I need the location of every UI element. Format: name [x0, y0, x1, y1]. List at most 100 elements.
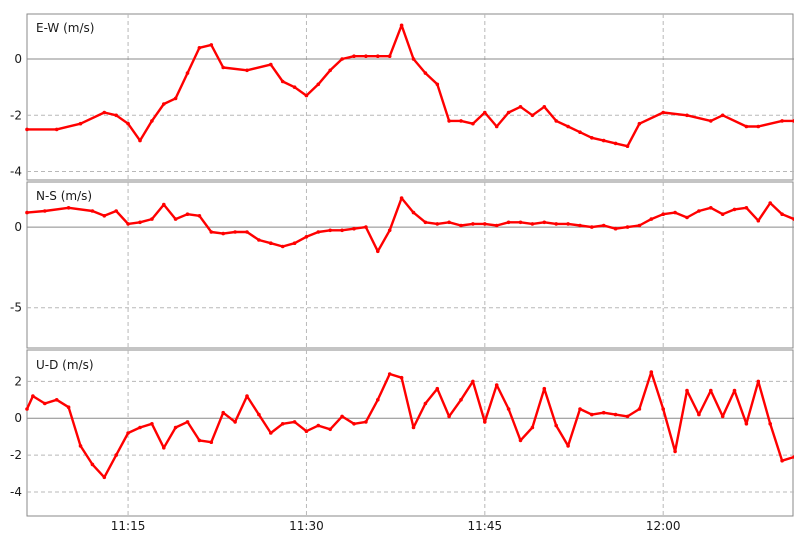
panel-frame	[26, 349, 794, 517]
data-point	[328, 68, 333, 73]
data-point	[31, 394, 35, 398]
data-point	[376, 54, 380, 58]
data-point	[90, 209, 95, 213]
data-point	[328, 427, 333, 432]
data-point	[613, 226, 618, 231]
data-point	[530, 222, 535, 226]
data-point	[471, 121, 475, 126]
data-point	[352, 226, 356, 231]
data-point	[578, 223, 582, 228]
data-point	[661, 110, 665, 115]
panel-2: -4 -2 0 2	[10, 349, 794, 517]
data-point	[292, 420, 297, 424]
data-point	[399, 23, 404, 28]
data-point	[732, 388, 737, 393]
data-point	[197, 46, 202, 50]
data-point	[494, 383, 499, 387]
data-point	[173, 425, 178, 430]
data-point	[435, 82, 440, 87]
data-point	[601, 138, 606, 143]
data-point	[102, 214, 107, 218]
data-point	[637, 223, 642, 228]
data-point	[245, 230, 249, 234]
data-point	[269, 431, 273, 435]
data-point	[292, 241, 297, 245]
data-point	[162, 102, 166, 106]
data-point	[114, 453, 118, 457]
data-point	[423, 401, 428, 406]
y-tick-label: 0	[14, 220, 22, 234]
data-point	[25, 407, 29, 411]
data-point	[114, 113, 118, 118]
data-point	[625, 144, 630, 148]
data-point	[720, 113, 725, 118]
chart-layers: -4 -2 0 -5 0 -4 -2 0 2 11:15 11:30 11:45 12:00	[10, 13, 794, 533]
data-point	[530, 113, 535, 118]
data-point	[709, 388, 713, 393]
data-point	[590, 225, 594, 229]
data-point	[304, 429, 309, 434]
y-tick-label: 0	[14, 52, 22, 66]
data-point	[185, 71, 190, 75]
data-point	[173, 96, 178, 101]
data-point	[221, 65, 225, 70]
data-point	[25, 210, 29, 215]
data-point	[340, 228, 344, 233]
data-point	[756, 218, 761, 223]
data-point	[150, 217, 154, 221]
panel-0: -4 -2 0	[10, 13, 794, 181]
data-point	[387, 372, 392, 376]
data-point	[126, 431, 130, 435]
data-point	[447, 220, 451, 225]
data-point	[399, 375, 404, 380]
data-point	[54, 398, 59, 402]
data-point	[506, 407, 511, 411]
y-tick-label: -5	[10, 301, 22, 315]
data-point	[25, 127, 29, 132]
data-point	[506, 110, 511, 115]
data-point	[364, 54, 368, 58]
data-point	[423, 220, 428, 225]
data-point	[292, 85, 297, 89]
data-point	[471, 379, 475, 384]
y-tick-label: 0	[14, 411, 22, 425]
panel-labels: E-W (m/s) N-S (m/s) U-D (m/s)	[36, 21, 94, 372]
data-point	[185, 420, 190, 424]
data-point	[280, 422, 285, 426]
data-point	[542, 105, 547, 109]
data-point	[150, 422, 154, 426]
data-point	[518, 105, 523, 109]
data-point	[102, 110, 107, 115]
data-point	[768, 201, 772, 205]
data-point	[566, 222, 570, 226]
data-point	[328, 228, 333, 233]
data-point	[114, 209, 118, 213]
data-point	[197, 438, 202, 443]
series-line	[27, 24, 794, 148]
data-point	[304, 235, 309, 239]
data-point	[744, 422, 749, 426]
series-line	[26, 196, 794, 253]
x-tick-label: 11:15	[111, 519, 146, 533]
panel-frame	[26, 13, 794, 181]
data-point	[197, 214, 202, 218]
data-point	[661, 212, 665, 216]
y-tick-label: -2	[10, 108, 22, 122]
data-point	[257, 238, 261, 242]
data-point	[138, 425, 142, 430]
data-point	[494, 223, 499, 228]
data-point	[185, 212, 190, 216]
y-tick-label: -4	[10, 485, 22, 499]
data-point	[506, 220, 511, 225]
data-point	[613, 141, 618, 146]
data-point	[257, 412, 261, 417]
data-point	[90, 462, 95, 467]
data-point	[209, 440, 214, 445]
data-point	[435, 386, 440, 391]
data-point	[613, 412, 618, 417]
data-point	[411, 57, 416, 61]
data-point	[780, 212, 784, 216]
data-point	[471, 222, 475, 226]
data-point	[352, 54, 356, 58]
